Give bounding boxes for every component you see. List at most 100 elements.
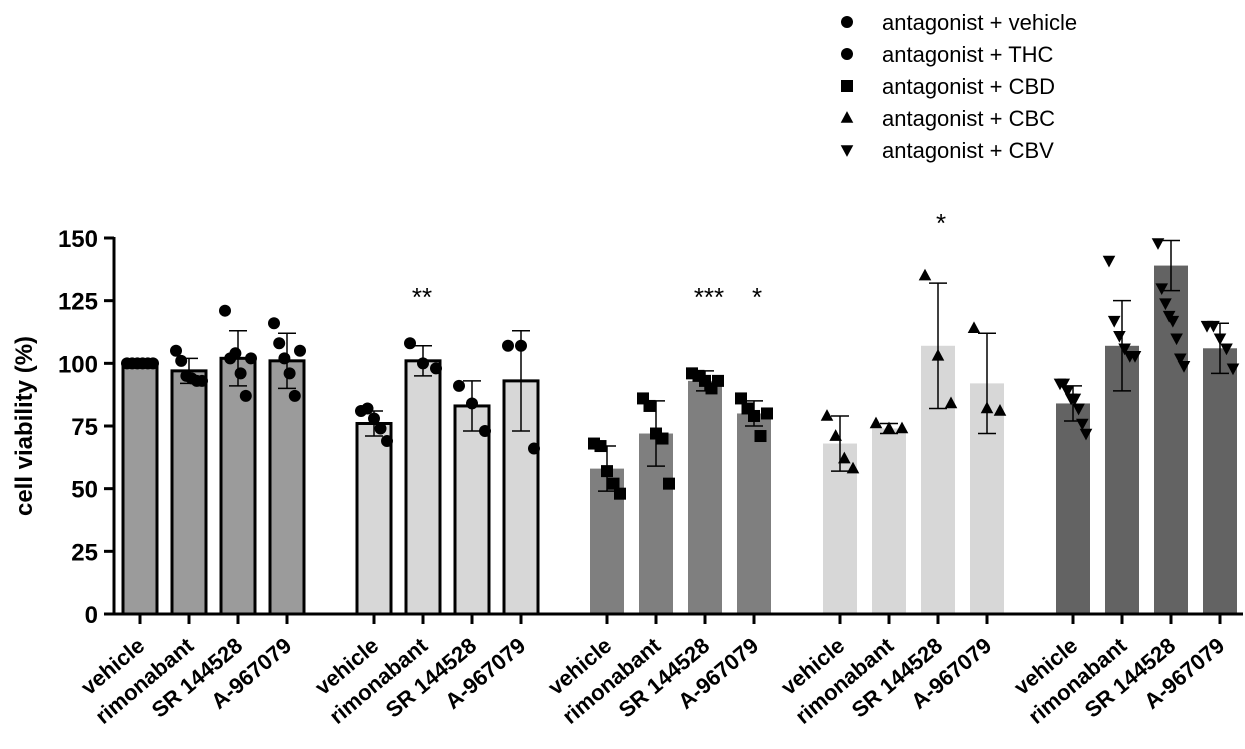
legend-entry-0: antagonist + vehicle xyxy=(882,10,1077,35)
data-point xyxy=(882,421,896,434)
legend-entry-4: antagonist + CBV xyxy=(882,138,1054,163)
y-tick-label: 125 xyxy=(58,289,98,316)
data-point xyxy=(748,409,760,422)
data-point xyxy=(607,477,620,490)
y-tick-label: 100 xyxy=(58,351,98,378)
bar xyxy=(1203,348,1237,614)
bar xyxy=(404,359,442,616)
data-point xyxy=(838,451,851,464)
legend-marker-4 xyxy=(840,145,854,157)
data-point xyxy=(1075,418,1089,431)
bar xyxy=(355,421,393,616)
data-point xyxy=(361,402,374,415)
data-point xyxy=(918,268,932,281)
data-point xyxy=(712,374,724,387)
y-tick-label: 150 xyxy=(58,226,98,253)
data-point xyxy=(1226,363,1240,376)
data-point xyxy=(1072,403,1085,416)
data-point xyxy=(147,357,159,370)
data-point xyxy=(175,354,188,367)
legend-entry-3: antagonist + CBC xyxy=(882,106,1055,131)
legend-marker-0 xyxy=(841,16,853,28)
data-point xyxy=(1113,330,1126,343)
legend: antagonist + vehicle antagonist + THC anta… xyxy=(840,10,1077,163)
y-tick-label: 75 xyxy=(71,414,98,441)
data-point xyxy=(1173,353,1187,366)
data-point xyxy=(895,421,909,434)
y-axis-label: cell viability (%) xyxy=(11,336,38,516)
data-point xyxy=(1159,298,1172,311)
data-point xyxy=(283,367,296,380)
data-point xyxy=(643,399,656,412)
data-point xyxy=(1061,386,1074,398)
data-point xyxy=(368,412,380,425)
bar xyxy=(453,404,491,616)
data-point xyxy=(430,362,442,375)
data-point xyxy=(1079,428,1093,441)
data-point xyxy=(1213,333,1227,346)
data-point xyxy=(614,487,626,500)
data-point xyxy=(229,347,242,360)
legend-marker-3 xyxy=(840,111,854,123)
significance-label: * xyxy=(936,208,946,238)
data-point xyxy=(967,321,981,334)
data-point xyxy=(1068,393,1082,406)
data-point xyxy=(869,416,883,429)
data-point xyxy=(993,404,1007,416)
data-point xyxy=(761,407,773,420)
data-point xyxy=(1177,361,1191,373)
data-point xyxy=(404,337,416,350)
data-point xyxy=(1166,315,1180,328)
data-point xyxy=(1170,333,1183,346)
data-point xyxy=(479,425,491,438)
y-tick-label: 0 xyxy=(85,602,98,629)
bar xyxy=(872,428,906,614)
data-point xyxy=(1118,343,1131,356)
data-point xyxy=(1128,351,1142,363)
data-point xyxy=(245,352,257,365)
data-point xyxy=(1057,378,1071,391)
data-point xyxy=(735,392,747,405)
data-point xyxy=(466,397,478,410)
bar xyxy=(170,369,208,616)
data-point xyxy=(1207,320,1220,333)
data-point xyxy=(980,401,994,414)
data-point xyxy=(663,477,675,490)
data-point xyxy=(1107,315,1121,328)
data-point xyxy=(294,344,306,357)
data-point xyxy=(170,344,182,357)
data-point xyxy=(239,389,252,402)
data-point xyxy=(374,422,387,435)
y-axis: 0 25 50 75 100 125 150 xyxy=(58,226,116,629)
significance-label: ** xyxy=(412,282,432,312)
data-point xyxy=(594,440,607,453)
data-point xyxy=(754,430,767,443)
data-point xyxy=(1102,255,1116,268)
bar xyxy=(1056,403,1090,614)
data-point xyxy=(820,409,834,421)
data-point xyxy=(656,432,669,445)
legend-entry-1: antagonist + THC xyxy=(882,42,1054,67)
data-point xyxy=(417,357,429,370)
data-point xyxy=(381,435,393,448)
data-point xyxy=(196,374,208,387)
significance-label: *** xyxy=(694,282,724,312)
data-point xyxy=(234,367,247,380)
bar xyxy=(688,380,722,614)
bar xyxy=(121,361,159,616)
data-point xyxy=(1151,238,1165,250)
significance-label: * xyxy=(752,282,762,312)
y-tick-label: 25 xyxy=(71,539,98,566)
data-point xyxy=(219,304,231,317)
data-point xyxy=(515,339,527,352)
legend-entry-2: antagonist + CBD xyxy=(882,74,1055,99)
data-point xyxy=(278,352,291,365)
y-tick-label: 50 xyxy=(71,477,98,504)
bars: ** *** ** xyxy=(121,208,1240,616)
data-point xyxy=(1220,343,1233,356)
data-point xyxy=(502,339,514,352)
data-point xyxy=(931,348,945,361)
bar xyxy=(737,413,771,614)
